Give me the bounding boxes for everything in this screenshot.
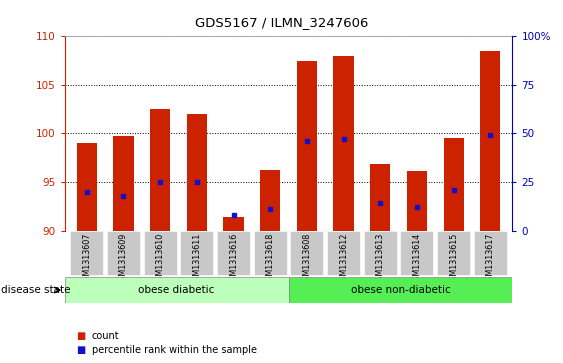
Text: GSM1313611: GSM1313611 bbox=[193, 233, 202, 286]
Bar bbox=[70, 232, 103, 276]
Bar bbox=[187, 114, 207, 231]
Text: ■: ■ bbox=[76, 331, 85, 341]
Bar bbox=[113, 136, 133, 231]
Bar bbox=[364, 232, 397, 276]
Bar bbox=[407, 171, 427, 231]
Bar bbox=[333, 56, 354, 231]
Bar bbox=[474, 232, 507, 276]
Text: GSM1313618: GSM1313618 bbox=[266, 233, 275, 286]
Text: GSM1313612: GSM1313612 bbox=[339, 233, 348, 286]
Text: GSM1313607: GSM1313607 bbox=[82, 233, 91, 286]
Bar bbox=[444, 138, 464, 231]
Bar bbox=[327, 232, 360, 276]
Text: GSM1313617: GSM1313617 bbox=[486, 233, 495, 286]
Text: obese non-diabetic: obese non-diabetic bbox=[351, 285, 450, 295]
Bar bbox=[370, 164, 390, 231]
Bar bbox=[77, 143, 97, 231]
Bar bbox=[217, 232, 250, 276]
Bar bbox=[144, 232, 177, 276]
Bar bbox=[297, 61, 317, 231]
Bar bbox=[180, 232, 213, 276]
Text: percentile rank within the sample: percentile rank within the sample bbox=[92, 345, 257, 355]
Bar bbox=[65, 277, 289, 303]
Bar bbox=[437, 232, 470, 276]
Bar bbox=[150, 109, 170, 231]
Bar bbox=[254, 232, 287, 276]
Bar bbox=[224, 217, 244, 231]
Text: GSM1313616: GSM1313616 bbox=[229, 233, 238, 286]
Text: GSM1313608: GSM1313608 bbox=[302, 233, 311, 286]
Bar bbox=[291, 232, 323, 276]
Text: GSM1313613: GSM1313613 bbox=[376, 233, 385, 286]
Bar bbox=[289, 277, 512, 303]
Bar bbox=[480, 51, 501, 231]
Text: GSM1313614: GSM1313614 bbox=[413, 233, 422, 286]
Text: GSM1313610: GSM1313610 bbox=[155, 233, 164, 286]
Text: disease state: disease state bbox=[1, 285, 70, 295]
Text: GSM1313609: GSM1313609 bbox=[119, 233, 128, 286]
Text: ■: ■ bbox=[76, 345, 85, 355]
Bar bbox=[400, 232, 434, 276]
Text: obese diabetic: obese diabetic bbox=[138, 285, 215, 295]
Text: count: count bbox=[92, 331, 119, 341]
Text: GDS5167 / ILMN_3247606: GDS5167 / ILMN_3247606 bbox=[195, 16, 368, 29]
Text: GSM1313615: GSM1313615 bbox=[449, 233, 458, 286]
Bar bbox=[107, 232, 140, 276]
Bar bbox=[260, 170, 280, 231]
